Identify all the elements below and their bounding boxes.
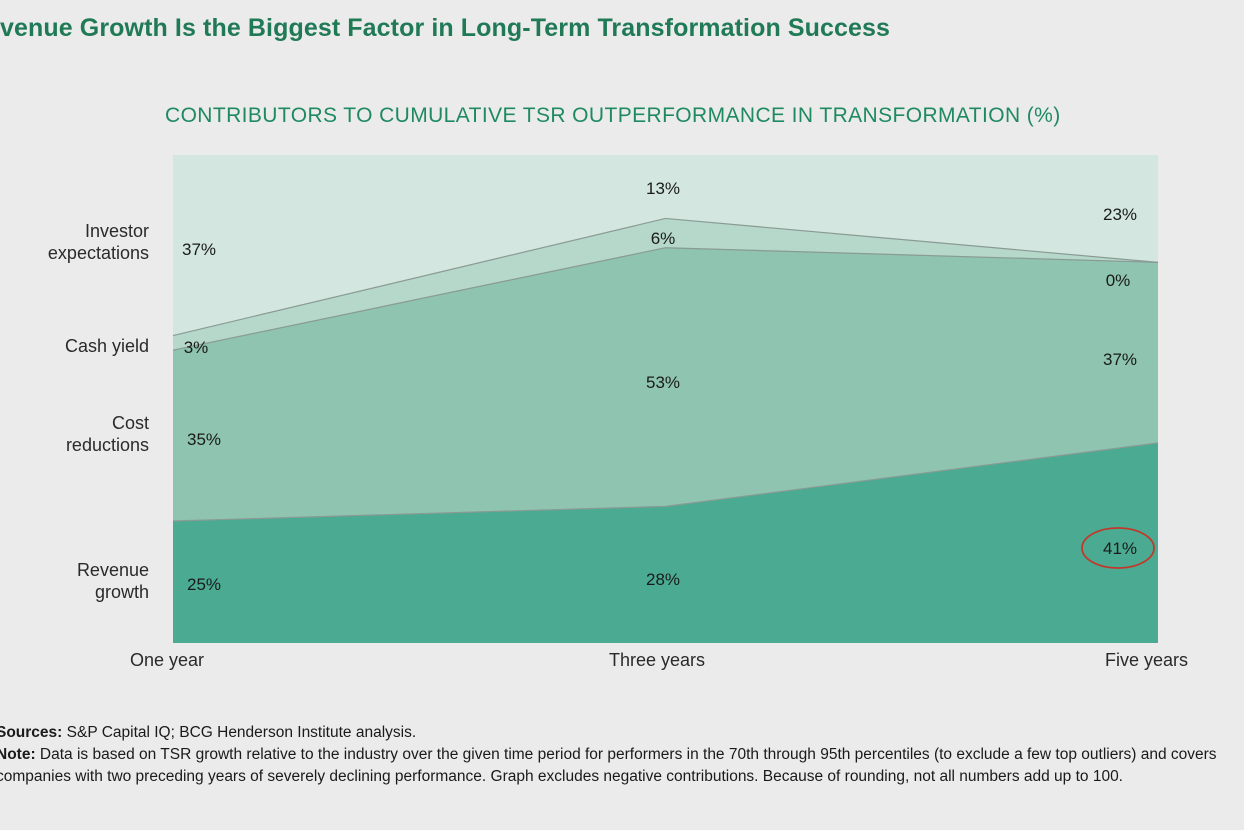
area-investor-expectations	[173, 155, 1158, 336]
note-label: Note:	[0, 746, 36, 763]
x-tick-five-years: Five years	[1105, 650, 1189, 670]
headline: evenue Growth Is the Biggest Factor in L…	[0, 14, 891, 42]
value-label-cash-yield-one-year: 3%	[184, 338, 209, 357]
sources-text: S&P Capital IQ; BCG Henderson Institute …	[66, 724, 417, 741]
stacked-area-chart: 25% 28% 41% 35% 53% 37% 3% 6% 0% 37% 13% 23%	[172, 155, 1159, 643]
area-cost-reductions	[173, 247, 1158, 521]
value-label-cost-reductions-five-years: 37%	[1103, 350, 1137, 369]
value-label-revenue-growth-five-years: 41%	[1103, 539, 1137, 558]
series-label-cash-yield: Cash yield	[64, 336, 149, 356]
value-label-cash-yield-three-years: 6%	[651, 229, 676, 248]
series-label-revenue-growth: Revenue growth	[76, 560, 149, 602]
area-revenue-growth	[173, 442, 1158, 643]
boundary-revenue-growth	[172, 442, 1159, 522]
value-label-revenue-growth-one-year: 25%	[187, 575, 221, 594]
sources-label: Sources:	[0, 724, 63, 741]
value-label-cost-reductions-one-year: 35%	[187, 430, 221, 449]
value-label-revenue-growth-three-years: 28%	[646, 570, 680, 589]
highlight-circle	[1081, 527, 1155, 569]
boundary-cash-yield	[172, 217, 1159, 337]
value-label-investor-expectations-three-years: 13%	[646, 179, 680, 198]
note-text: Data is based on TSR growth relative to …	[0, 746, 1217, 785]
area-cash-yield	[173, 218, 1158, 351]
series-label-investor-expectations: Investor expectations	[47, 221, 149, 263]
note-line: Note: Data is based on TSR growth relati…	[0, 744, 1236, 788]
value-label-investor-expectations-one-year: 37%	[182, 240, 216, 259]
footnotes: Sources: S&P Capital IQ; BCG Henderson I…	[0, 722, 1236, 788]
sources-line: Sources: S&P Capital IQ; BCG Henderson I…	[0, 722, 1236, 744]
value-label-investor-expectations-five-years: 23%	[1103, 205, 1137, 224]
chart-title: CONTRIBUTORS TO CUMULATIVE TSR OUTPERFOR…	[165, 104, 1061, 127]
x-tick-one-year: One year	[130, 650, 205, 670]
x-tick-three-years: Three years	[609, 650, 706, 670]
value-label-cost-reductions-three-years: 53%	[646, 373, 680, 392]
boundary-cost-reductions	[172, 247, 1159, 351]
value-label-cash-yield-five-years: 0%	[1106, 271, 1131, 290]
series-label-cost-reductions: Cost reductions	[65, 413, 149, 455]
